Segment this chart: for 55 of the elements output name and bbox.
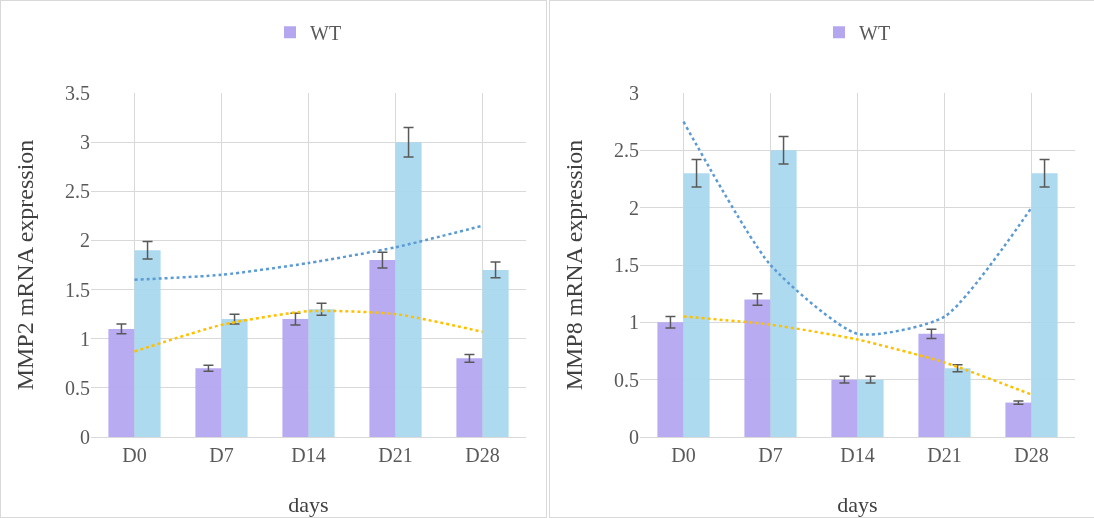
bar: [657, 322, 684, 437]
bar: [857, 379, 884, 437]
bar: [369, 260, 396, 437]
x-axis-title: days: [288, 492, 329, 517]
bar: [308, 309, 335, 437]
x-tick-label: D14: [291, 444, 326, 466]
bar: [944, 368, 971, 437]
y-tick-label: 1: [80, 327, 90, 350]
y-tick-label: 3.5: [65, 82, 90, 104]
y-tick-label: 0: [629, 426, 639, 448]
bar: [221, 319, 248, 437]
y-tick-label: 0.5: [65, 376, 90, 399]
line-series: [133, 309, 484, 353]
line-series: [682, 120, 1033, 336]
y-tick-label: 1: [629, 311, 639, 334]
bar: [195, 368, 222, 437]
x-tick-label: D28: [1014, 444, 1049, 466]
bar: [831, 379, 858, 437]
y-tick-label: 2.5: [65, 180, 90, 203]
bar: [683, 173, 710, 437]
bar: [395, 142, 422, 437]
bar: [456, 358, 483, 437]
legend-label: WT: [310, 22, 342, 45]
bar: [108, 328, 135, 437]
bar: [282, 319, 309, 437]
bar: [1005, 402, 1032, 437]
legend-label: WT: [859, 22, 891, 45]
bar: [482, 269, 509, 437]
x-tick-label: D28: [465, 444, 500, 466]
bar: [744, 299, 771, 437]
x-axis-title: days: [837, 492, 878, 517]
x-tick-label: D21: [927, 444, 962, 466]
line-series: [133, 224, 484, 281]
y-tick-label: 2: [629, 196, 639, 219]
bar: [918, 333, 945, 437]
x-tick-label: D14: [840, 444, 875, 466]
bar: [1031, 173, 1058, 437]
y-tick-label: 1.5: [65, 278, 90, 301]
y-tick-label: 0.5: [614, 368, 639, 391]
bar: [770, 150, 797, 437]
y-axis-title: MMP8 mRNA expression: [561, 139, 587, 391]
x-tick-label: D21: [378, 444, 413, 466]
x-tick-label: D0: [122, 444, 147, 466]
y-tick-label: 1.5: [614, 254, 639, 276]
bar: [134, 250, 161, 437]
x-tick-label: D0: [671, 444, 696, 466]
y-tick-label: 3: [629, 82, 639, 104]
line-series: [682, 315, 1033, 396]
y-axis-title: MMP2 mRNA expression: [12, 139, 38, 391]
y-tick-label: 3: [80, 131, 90, 154]
y-tick-label: 2: [80, 229, 90, 252]
x-tick-label: D7: [209, 444, 234, 466]
y-tick-label: 2.5: [614, 139, 639, 162]
y-tick-label: 0: [80, 426, 90, 448]
x-tick-label: D7: [758, 444, 783, 466]
